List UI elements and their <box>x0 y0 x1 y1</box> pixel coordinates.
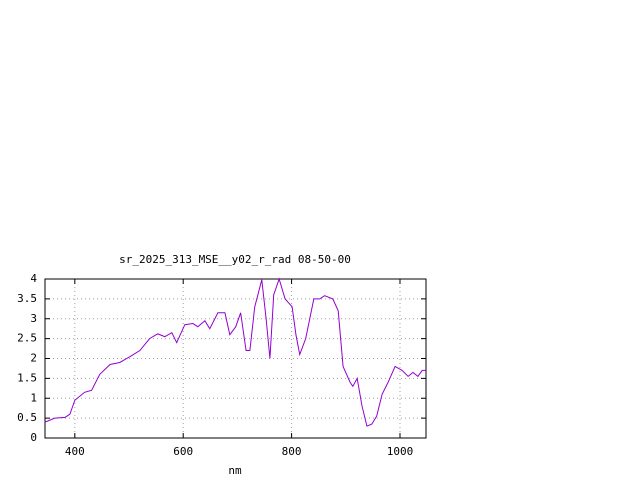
x-tick-label: 1000 <box>387 445 414 458</box>
y-tick-label: 1 <box>30 391 37 404</box>
x-tick-label: 400 <box>65 445 85 458</box>
y-tick-label: 4 <box>30 272 37 285</box>
y-tick-label: 2 <box>30 352 37 365</box>
y-tick-label: 3 <box>30 312 37 325</box>
x-tick-label: 800 <box>282 445 302 458</box>
x-axis-label: nm <box>228 464 242 477</box>
x-tick-label: 600 <box>173 445 193 458</box>
y-tick-label: 1.5 <box>17 371 37 384</box>
chart-title: sr_2025_313_MSE__y02_r_rad 08-50-00 <box>119 253 351 266</box>
y-tick-label: 2.5 <box>17 332 37 345</box>
plot-frame <box>44 278 427 439</box>
y-tick-label: 3.5 <box>17 292 37 305</box>
y-tick-label: 0 <box>30 431 37 444</box>
data-line <box>44 277 426 427</box>
y-tick-label: 0.5 <box>17 411 37 424</box>
